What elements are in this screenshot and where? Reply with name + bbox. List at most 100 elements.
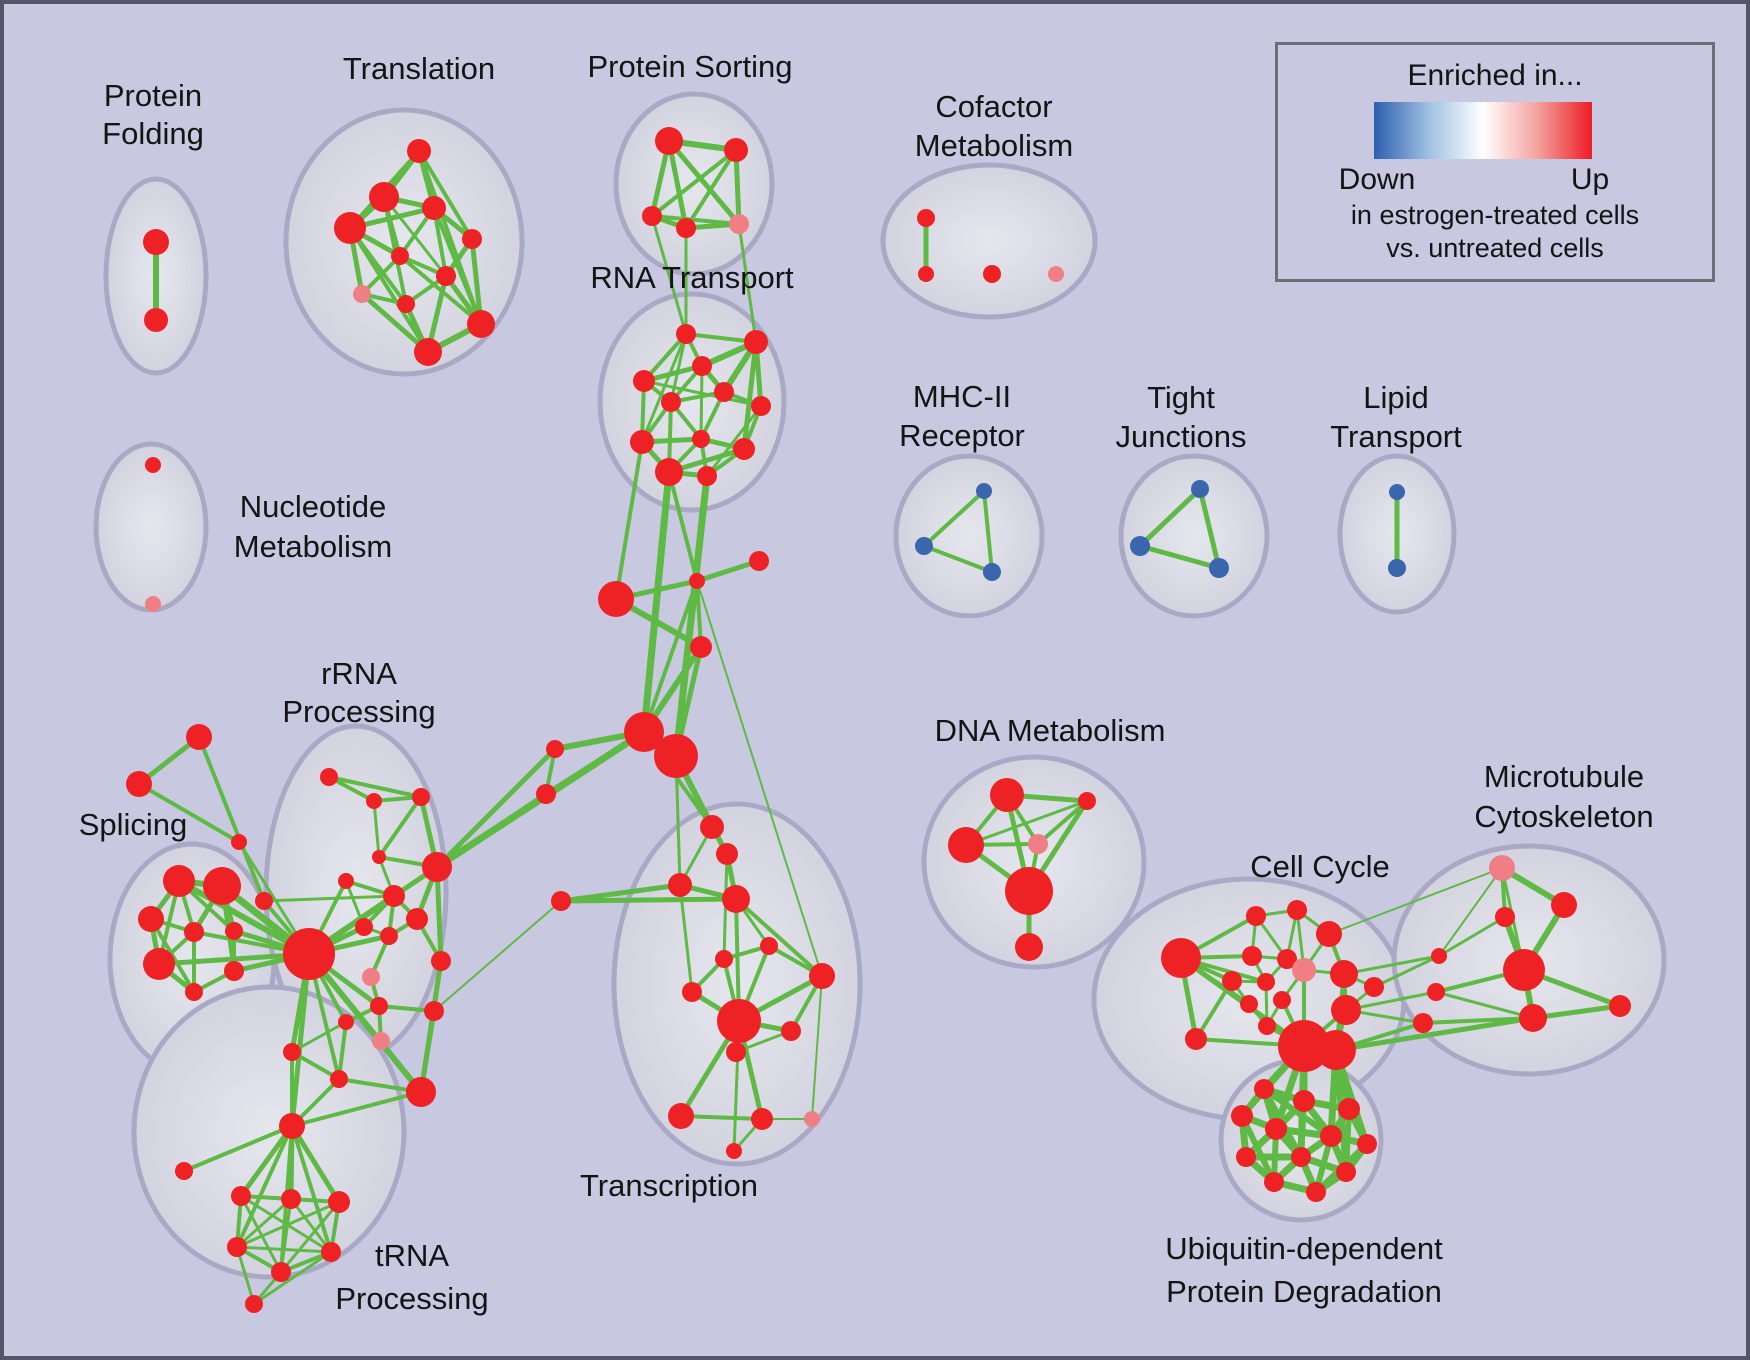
node-e1[interactable]	[1246, 906, 1266, 926]
node-q11[interactable]	[362, 968, 380, 986]
node-q5[interactable]	[338, 873, 354, 889]
node-e5[interactable]	[1277, 949, 1297, 969]
node-c2[interactable]	[983, 265, 1001, 283]
node-t10[interactable]	[414, 338, 442, 366]
node-s2[interactable]	[642, 206, 662, 226]
node-f1[interactable]	[1551, 892, 1577, 918]
node-e10[interactable]	[1240, 995, 1258, 1013]
node-e14[interactable]	[1331, 995, 1361, 1025]
node-d1[interactable]	[1078, 792, 1096, 810]
node-g2[interactable]	[749, 551, 769, 571]
node-p5[interactable]	[143, 948, 175, 980]
node-r7[interactable]	[630, 430, 654, 454]
node-b10[interactable]	[1264, 1172, 1284, 1192]
node-b9[interactable]	[1336, 1162, 1356, 1182]
node-t5[interactable]	[391, 247, 409, 265]
node-g7[interactable]	[536, 784, 556, 804]
node-b3[interactable]	[1231, 1105, 1253, 1127]
node-D4[interactable]	[1005, 867, 1053, 915]
node-d3[interactable]	[1028, 834, 1048, 854]
node-e9[interactable]	[1257, 973, 1275, 991]
node-e8[interactable]	[1330, 960, 1358, 988]
node-q12[interactable]	[338, 1014, 354, 1030]
node-f0[interactable]	[1489, 855, 1515, 881]
node-w2[interactable]	[231, 1186, 251, 1206]
node-w7[interactable]	[271, 1262, 291, 1282]
network-canvas[interactable]: Protein Folding Translation Protein Sorting…	[4, 4, 1750, 1360]
node-p3[interactable]	[184, 922, 204, 942]
node-G4[interactable]	[624, 712, 664, 752]
node-w6[interactable]	[321, 1242, 341, 1262]
node-l0[interactable]	[1389, 484, 1405, 500]
node-p1[interactable]	[203, 867, 241, 905]
node-w5[interactable]	[227, 1237, 247, 1257]
node-s1[interactable]	[724, 138, 748, 162]
node-v1[interactable]	[716, 843, 738, 865]
node-l1[interactable]	[1388, 559, 1406, 577]
node-p2[interactable]	[138, 906, 164, 932]
node-g3[interactable]	[690, 636, 712, 658]
node-cn0[interactable]	[255, 892, 273, 910]
node-u1[interactable]	[145, 596, 161, 612]
node-r6[interactable]	[751, 396, 771, 416]
node-t7[interactable]	[353, 285, 371, 303]
node-t0[interactable]	[407, 139, 431, 163]
node-r1[interactable]	[744, 330, 768, 354]
node-f4[interactable]	[1431, 948, 1447, 964]
node-f2[interactable]	[1495, 907, 1515, 927]
node-b2[interactable]	[1338, 1098, 1360, 1120]
node-q1[interactable]	[366, 793, 382, 809]
node-v2[interactable]	[668, 873, 692, 897]
node-b7[interactable]	[1236, 1147, 1256, 1167]
node-v4[interactable]	[760, 937, 778, 955]
node-q17[interactable]	[406, 1077, 436, 1107]
node-v6[interactable]	[809, 963, 835, 989]
node-e6[interactable]	[1222, 971, 1242, 991]
node-v5[interactable]	[715, 950, 733, 968]
node-t6[interactable]	[436, 266, 456, 286]
node-p0[interactable]	[163, 865, 195, 897]
node-t3[interactable]	[334, 212, 366, 244]
node-q4[interactable]	[422, 852, 452, 882]
node-G5[interactable]	[654, 734, 698, 778]
node-q7[interactable]	[406, 908, 428, 930]
node-v13[interactable]	[804, 1111, 820, 1127]
node-d5[interactable]	[1015, 933, 1043, 961]
node-r10[interactable]	[655, 458, 683, 486]
node-g0[interactable]	[598, 581, 634, 617]
node-q13[interactable]	[370, 997, 388, 1015]
node-q14[interactable]	[424, 1001, 444, 1021]
node-r3[interactable]	[692, 356, 712, 376]
node-j2[interactable]	[1209, 558, 1229, 578]
node-pf0[interactable]	[143, 229, 169, 255]
node-V8[interactable]	[717, 999, 761, 1043]
node-q0[interactable]	[320, 768, 338, 786]
node-m2[interactable]	[983, 563, 1001, 581]
node-v9[interactable]	[781, 1021, 801, 1041]
node-p7[interactable]	[185, 983, 203, 1001]
node-e13[interactable]	[1258, 1017, 1276, 1035]
node-v3[interactable]	[722, 885, 750, 913]
node-b4[interactable]	[1265, 1118, 1287, 1140]
node-q8[interactable]	[355, 918, 373, 936]
node-c0[interactable]	[917, 209, 935, 227]
node-q9[interactable]	[380, 927, 398, 945]
node-q10[interactable]	[431, 951, 451, 971]
node-b11[interactable]	[1306, 1182, 1326, 1202]
node-w0[interactable]	[279, 1113, 305, 1139]
node-q16[interactable]	[330, 1070, 348, 1088]
node-r5[interactable]	[661, 392, 681, 412]
node-f6[interactable]	[1413, 1013, 1433, 1033]
node-d0[interactable]	[990, 778, 1024, 812]
node-w1[interactable]	[175, 1162, 193, 1180]
node-v7[interactable]	[682, 982, 702, 1002]
node-r0[interactable]	[676, 324, 696, 344]
node-v10[interactable]	[726, 1042, 746, 1062]
node-t2[interactable]	[422, 196, 446, 220]
node-F3[interactable]	[1503, 949, 1545, 991]
node-b8[interactable]	[1291, 1147, 1311, 1167]
node-tl[interactable]	[551, 891, 571, 911]
node-q3[interactable]	[372, 850, 386, 864]
node-t8[interactable]	[397, 295, 415, 313]
node-b0[interactable]	[1254, 1079, 1274, 1099]
